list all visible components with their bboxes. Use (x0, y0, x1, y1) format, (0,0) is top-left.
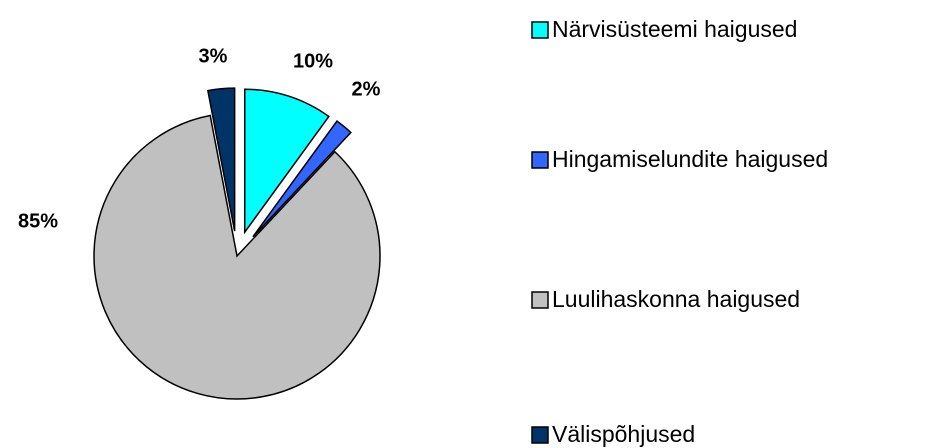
pie-slice (206, 87, 236, 232)
legend-label: Hingamiselundite haigused (552, 146, 828, 172)
pie-slice (252, 120, 352, 238)
data-label: 2% (352, 78, 381, 100)
pie-slice (243, 88, 330, 235)
legend-swatch (531, 426, 549, 444)
data-label: 10% (293, 50, 333, 72)
legend-swatch (531, 21, 549, 39)
legend-swatch (531, 291, 549, 309)
legend-label: Närvisüsteemi haigused (552, 16, 797, 42)
data-label: 3% (199, 45, 228, 67)
data-label: 85% (18, 210, 58, 232)
pie-slice (93, 114, 381, 400)
legend-swatch (531, 151, 549, 169)
legend-label: Välispõhjused (552, 421, 695, 447)
legend-label: Luulihaskonna haigused (552, 286, 800, 312)
